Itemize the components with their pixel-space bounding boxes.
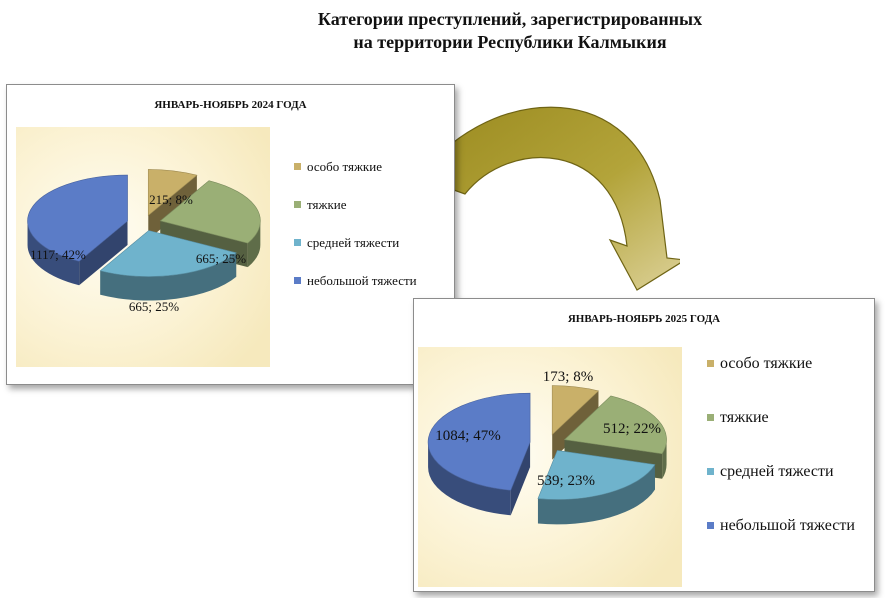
slice-minor [27, 174, 128, 286]
slice-wall [79, 221, 128, 286]
legend-swatch [707, 468, 714, 475]
slice-top [99, 230, 237, 277]
page-title-line-1: Категории преступлений, зарегистрированн… [317, 9, 703, 29]
pie-chart-2025: 173; 8% 512; 22% 539; 23% 1084; 47% [418, 347, 682, 587]
legend-swatch [707, 522, 714, 529]
legend-swatch [294, 163, 301, 170]
slice-minor [427, 392, 531, 516]
slice-top [563, 395, 667, 455]
legend-item-grave: тяжкие [707, 408, 867, 428]
data-label-especially-grave: 215; 8% [149, 192, 193, 207]
legend-item-grave: тяжкие [294, 197, 452, 235]
slice-top [551, 385, 600, 436]
legend-swatch [707, 360, 714, 367]
legend-swatch [294, 201, 301, 208]
legend-swatch [707, 414, 714, 421]
legend-label: тяжкие [720, 409, 769, 426]
legend-label: особо тяжкие [720, 355, 813, 372]
chart-panel-2025: ЯНВАРЬ-НОЯБРЬ 2025 ГОДА 173; 8% 512; 22% 5… [413, 298, 875, 592]
chart-title-2024: ЯНВАРЬ-НОЯБРЬ 2024 ГОДА [154, 99, 307, 111]
slice-top [537, 450, 656, 500]
legend-label: особо тяжкие [307, 159, 382, 174]
legend-label: средней тяжести [720, 463, 834, 480]
legend-item-minor: небольшой тяжести [707, 516, 867, 536]
data-label-grave: 512; 22% [603, 421, 661, 437]
slice-side [662, 439, 667, 479]
slice-top [27, 174, 128, 262]
slice-top [427, 392, 531, 491]
chart-panel-2024: ЯНВАРЬ-НОЯБРЬ 2024 ГОДА 215; 8% 665; 25% 6… [6, 84, 455, 385]
slice-side [100, 252, 237, 301]
transition-arrow-icon [419, 106, 680, 291]
slice-wall [552, 390, 599, 460]
legend-swatch [294, 277, 301, 284]
slice-medium [99, 230, 237, 301]
slice-side [537, 464, 655, 525]
legend-2024: особо тяжкие тяжкие средней тяжести небо… [294, 159, 452, 311]
slice-wall [510, 442, 531, 516]
plot-area-2025: 173; 8% 512; 22% 539; 23% 1084; 47% [418, 347, 682, 587]
legend-item-minor: небольшой тяжести [294, 273, 452, 311]
data-label-medium: 665; 25% [129, 299, 179, 314]
slice-side [27, 221, 80, 286]
slice-side [428, 442, 511, 516]
legend-label: небольшой тяжести [307, 273, 417, 288]
legend-item-especially-grave: особо тяжкие [294, 159, 452, 197]
slice-top [147, 169, 198, 217]
data-label-minor: 1084; 47% [435, 428, 500, 444]
legend-item-medium: средней тяжести [294, 235, 452, 273]
slice-top [159, 180, 261, 244]
slice-medium [537, 450, 656, 525]
legend-label: тяжкие [307, 197, 347, 212]
legend-swatch [294, 239, 301, 246]
legend-label: небольшой тяжести [720, 517, 855, 534]
chart-title-2025: ЯНВАРЬ-НОЯБРЬ 2025 ГОДА [567, 313, 721, 325]
slice-especially-grave [551, 385, 600, 460]
legend-item-medium: средней тяжести [707, 462, 867, 482]
data-label-minor: 1117; 42% [30, 247, 86, 262]
data-label-grave: 665; 25% [196, 251, 246, 266]
legend-2025: особо тяжкие тяжкие средней тяжести небо… [707, 354, 867, 536]
data-label-especially-grave: 173; 8% [543, 369, 593, 385]
page-title-line-2: на территории Республики Калмыкия [353, 32, 667, 52]
plot-area-2024: 215; 8% 665; 25% 665; 25% 1117; 42% [16, 127, 270, 367]
legend-label: средней тяжести [307, 235, 400, 250]
pie-chart-2024: 215; 8% 665; 25% 665; 25% 1117; 42% [16, 127, 270, 367]
data-label-medium: 539; 23% [537, 473, 595, 489]
legend-item-especially-grave: особо тяжкие [707, 354, 867, 374]
page-title: Категории преступлений, зарегистрированн… [200, 8, 820, 54]
